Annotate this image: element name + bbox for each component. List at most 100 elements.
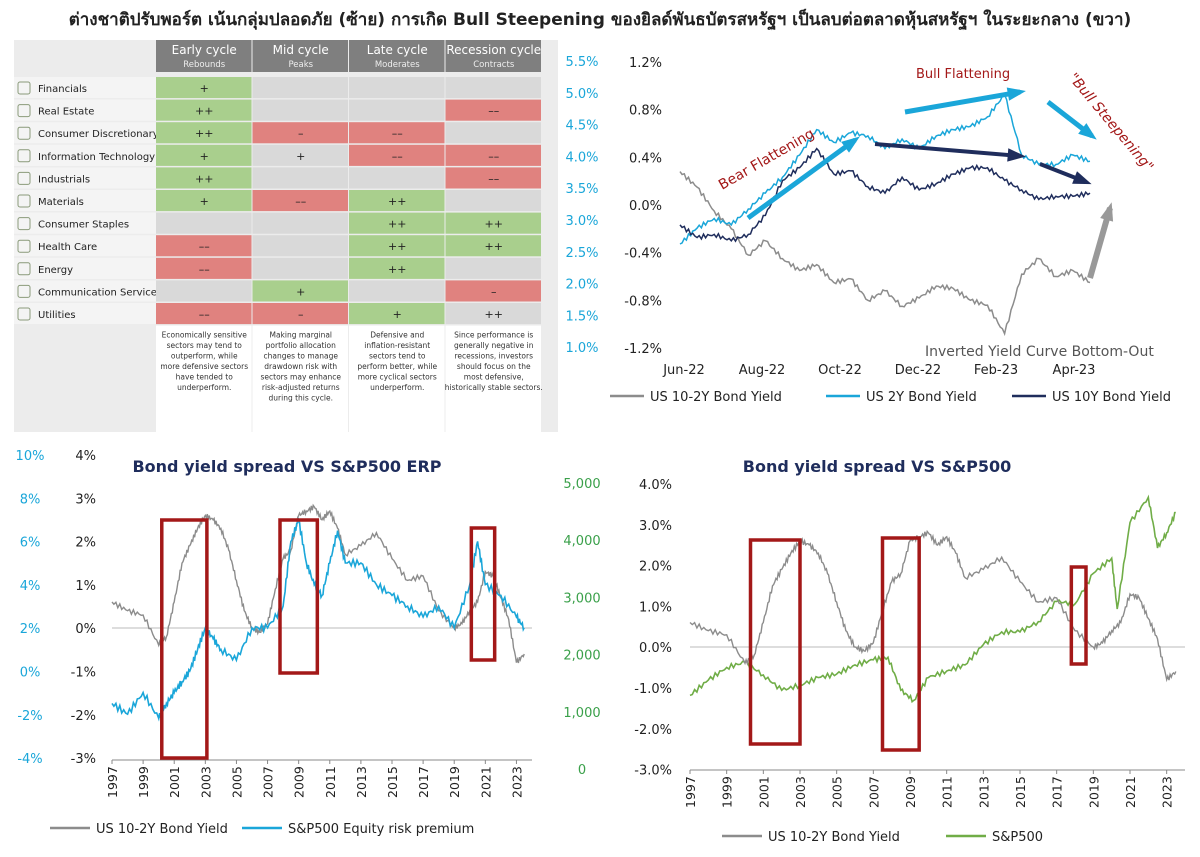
cycle-note-line: inflation-resistant bbox=[364, 341, 430, 350]
x-axis-tick: 2023 bbox=[1160, 776, 1175, 808]
table-cell bbox=[156, 257, 252, 279]
y-axis-tick: 4.0% bbox=[639, 478, 672, 493]
y-axis-tick: -0.4% bbox=[624, 247, 662, 262]
y-axis-tick: -1.0% bbox=[634, 682, 672, 697]
cycle-note-line: sectors may tend to bbox=[167, 341, 243, 350]
cell-rating: ++ bbox=[485, 308, 503, 321]
table-cell bbox=[252, 280, 348, 302]
yield-axis-tick: 5.5% bbox=[565, 55, 598, 70]
sector-name: Communication Services bbox=[38, 287, 162, 298]
cycle-note-line: generally negative in bbox=[454, 341, 534, 350]
table-cell bbox=[156, 122, 252, 144]
spread-axis-tick: -1% bbox=[71, 666, 96, 681]
cycle-note-line: should focus on the bbox=[457, 362, 531, 371]
sector-row-label-bg bbox=[14, 235, 156, 257]
x-axis-tick: Feb-23 bbox=[974, 363, 1018, 378]
factory-icon bbox=[17, 171, 31, 185]
cycle-note-line: sectors tend to bbox=[369, 352, 426, 361]
table-cell bbox=[252, 167, 348, 189]
x-axis-tick: Jun-22 bbox=[662, 363, 705, 378]
cell-rating: –– bbox=[488, 150, 499, 163]
sp500-axis-tick: 1,000 bbox=[563, 706, 600, 721]
x-axis-tick: 2001 bbox=[756, 776, 771, 808]
table-cell bbox=[156, 212, 252, 234]
spread-axis-tick: -2% bbox=[71, 709, 96, 724]
sector-name: Consumer Staples bbox=[38, 220, 129, 231]
table-cell bbox=[156, 144, 252, 166]
cell-rating: ++ bbox=[388, 195, 406, 208]
chart-title: Bond yield spread VS S&P500 ERP bbox=[132, 457, 441, 476]
sector-row-label-bg bbox=[14, 212, 156, 234]
x-axis-tick: 2011 bbox=[940, 776, 955, 808]
cycle-note-line: during this cycle. bbox=[269, 394, 333, 403]
x-axis-tick: 2017 bbox=[416, 766, 431, 798]
sp500-axis-tick: 2,000 bbox=[563, 649, 600, 664]
x-axis-tick: 2007 bbox=[261, 766, 276, 798]
spread-axis-tick: -3% bbox=[71, 752, 96, 767]
erp-axis-tick: 6% bbox=[20, 536, 41, 551]
bottom-out-arrow-head bbox=[1100, 202, 1114, 222]
cell-rating: ++ bbox=[195, 127, 213, 140]
note-cell bbox=[156, 325, 252, 432]
series-line-2 bbox=[679, 147, 1091, 243]
table-cell bbox=[252, 99, 348, 121]
legend-label: US 10-2Y Bond Yield bbox=[768, 830, 900, 845]
x-axis-tick: 2003 bbox=[793, 776, 808, 808]
cycle-note-line: Defensive and bbox=[370, 331, 424, 340]
yield-axis-tick: 3.5% bbox=[565, 182, 598, 197]
plug-icon bbox=[17, 307, 31, 321]
table-cell bbox=[349, 167, 445, 189]
cube-icon bbox=[17, 194, 31, 208]
cycle-note-line: Making marginal bbox=[269, 331, 332, 340]
column-header bbox=[252, 40, 348, 72]
cell-rating: –– bbox=[199, 240, 210, 253]
table-cell bbox=[252, 235, 348, 257]
sp500-axis-tick: 4,000 bbox=[563, 534, 600, 549]
sector-row-label-bg bbox=[14, 122, 156, 144]
y-axis-tick: 3.0% bbox=[639, 519, 672, 534]
sector-name: Consumer Discretionary bbox=[38, 129, 159, 140]
spread-axis-tick: 4% bbox=[75, 449, 96, 464]
sp500-axis-tick: 0 bbox=[578, 763, 586, 778]
table-cell bbox=[349, 303, 445, 325]
column-header-label: Recession cycle bbox=[446, 43, 541, 57]
x-axis-tick: 2007 bbox=[866, 776, 881, 808]
erp-axis-tick: 4% bbox=[20, 579, 41, 594]
cell-rating: ++ bbox=[388, 218, 406, 231]
x-axis-tick: 2011 bbox=[323, 766, 338, 798]
erp-axis-tick: 2% bbox=[20, 622, 41, 637]
spread-axis-tick: 2% bbox=[75, 536, 96, 551]
x-axis-tick: Dec-22 bbox=[895, 363, 941, 378]
erp-axis-tick: -2% bbox=[17, 709, 42, 724]
column-header-label: Mid cycle bbox=[273, 43, 329, 57]
table-cell bbox=[349, 122, 445, 144]
y-axis-tick: 0.0% bbox=[639, 641, 672, 656]
cell-rating: – bbox=[491, 285, 497, 298]
sector-row-label-bg bbox=[14, 167, 156, 189]
table-cell bbox=[445, 212, 541, 234]
annotation-bull-flattening: Bull Flattening bbox=[916, 67, 1010, 82]
table-cell bbox=[252, 122, 348, 144]
x-axis-tick: 1997 bbox=[105, 766, 120, 798]
column-header bbox=[445, 40, 541, 72]
y-axis-tick: 0.8% bbox=[629, 104, 662, 119]
erp-axis-tick: -4% bbox=[17, 752, 42, 767]
y-axis-tick: -1.2% bbox=[624, 342, 662, 357]
bank-icon bbox=[17, 81, 31, 95]
y-axis-tick: 2.0% bbox=[639, 560, 672, 575]
annotation-bear-flattening: Bear Flattening bbox=[716, 126, 817, 194]
annotation-bottom-out: Inverted Yield Curve Bottom-Out bbox=[925, 344, 1154, 360]
cycle-note-line: changes to manage bbox=[264, 352, 339, 361]
table-cell bbox=[156, 167, 252, 189]
spread-axis-tick: 0% bbox=[75, 622, 96, 637]
cell-rating: –– bbox=[488, 105, 499, 118]
table-cell bbox=[156, 280, 252, 302]
cell-rating: ++ bbox=[195, 172, 213, 185]
cell-rating: ++ bbox=[388, 263, 406, 276]
table-cell bbox=[445, 190, 541, 212]
table-cell bbox=[445, 77, 541, 99]
x-axis-tick: 2017 bbox=[1050, 776, 1065, 808]
note-cell bbox=[445, 325, 541, 432]
sp500-axis-tick: 3,000 bbox=[563, 591, 600, 606]
sector-cycle-table: Early cycle Rebounds Mid cycle Peaks Late cy… bbox=[14, 40, 599, 432]
